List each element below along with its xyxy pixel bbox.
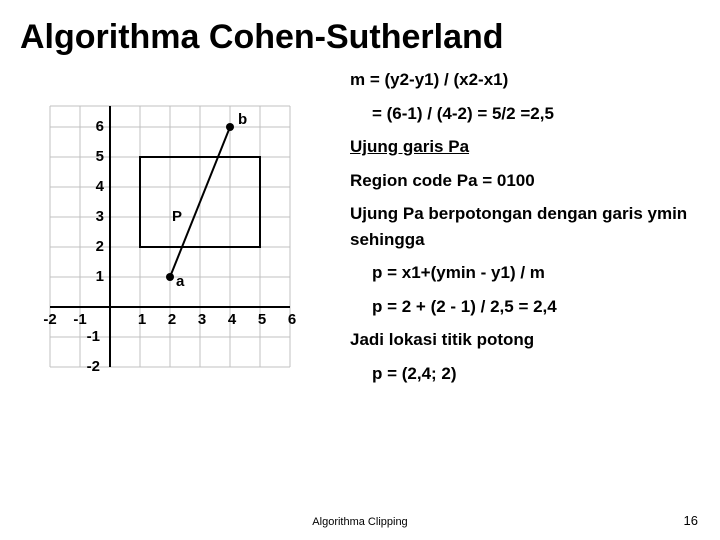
result-value: p = (2,4; 2) <box>350 361 700 387</box>
label-P: P <box>172 208 182 225</box>
page-number: 16 <box>684 513 698 528</box>
intersect-desc: Ujung Pa berpotongan dengan garis ymin s… <box>350 201 700 252</box>
x-tick-1: 1 <box>130 311 154 328</box>
x-tick-2: 2 <box>160 311 184 328</box>
x-tick-5: 5 <box>250 311 274 328</box>
x-tick-3: 3 <box>190 311 214 328</box>
x-tick--2: -2 <box>38 311 62 328</box>
label-a: a <box>176 273 184 290</box>
footer-center: Algorithma Clipping <box>0 516 720 528</box>
y-tick-5: 5 <box>82 148 104 165</box>
graph: 654321-1-2-2-1123456abP <box>30 67 340 447</box>
content-row: 654321-1-2-2-1123456abP m = (y2-y1) / (x… <box>0 57 720 447</box>
heading-pa: Ujung garis Pa <box>350 134 700 160</box>
x-tick--1: -1 <box>68 311 92 328</box>
formula-m: m = (y2-y1) / (x2-x1) <box>350 67 700 93</box>
region-code: Region code Pa = 0100 <box>350 168 700 194</box>
formula-p: p = x1+(ymin - y1) / m <box>350 260 700 286</box>
formula-m-eval: = (6-1) / (4-2) = 5/2 =2,5 <box>350 101 700 127</box>
y-tick--1: -1 <box>78 328 100 345</box>
x-tick-6: 6 <box>280 311 304 328</box>
y-tick-6: 6 <box>82 118 104 135</box>
graph-svg <box>30 67 340 427</box>
label-b: b <box>238 111 247 128</box>
y-tick-1: 1 <box>82 268 104 285</box>
formula-p-eval: p = 2 + (2 - 1) / 2,5 = 2,4 <box>350 294 700 320</box>
x-tick-4: 4 <box>220 311 244 328</box>
y-tick-4: 4 <box>82 178 104 195</box>
y-tick-3: 3 <box>82 208 104 225</box>
y-tick-2: 2 <box>82 238 104 255</box>
result-desc: Jadi lokasi titik potong <box>350 327 700 353</box>
explanation: m = (y2-y1) / (x2-x1) = (6-1) / (4-2) = … <box>340 67 700 447</box>
y-tick--2: -2 <box>78 358 100 375</box>
page-title: Algorithma Cohen-Sutherland <box>0 0 720 57</box>
